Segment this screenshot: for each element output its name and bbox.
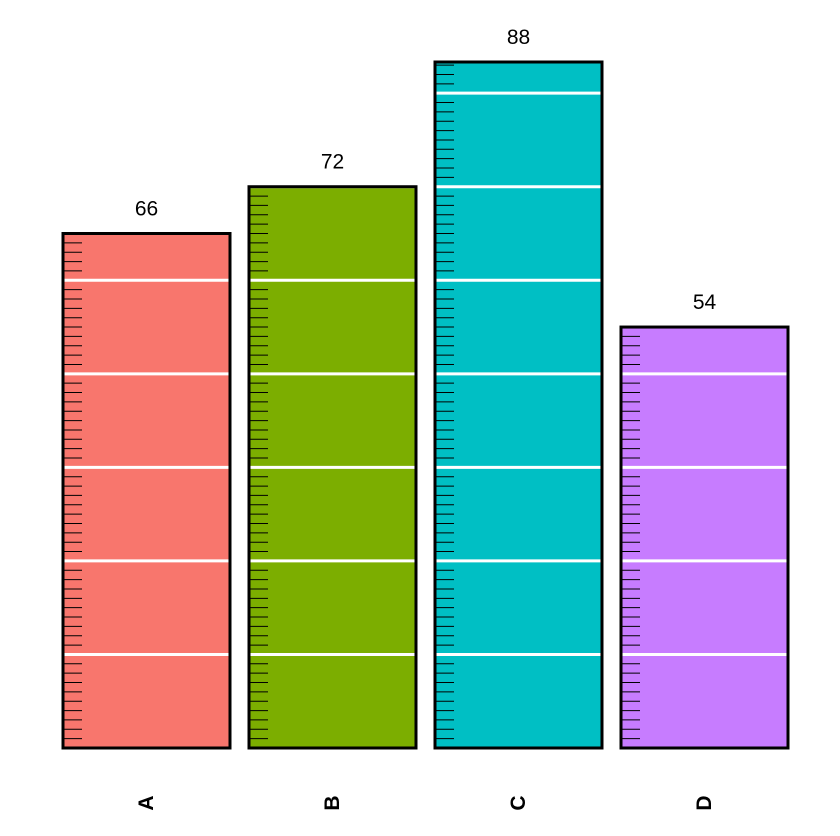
bar-c [435,62,602,748]
bar-tick-marks-c [436,64,454,740]
bar-a [63,233,230,748]
value-label-a: 66 [135,198,158,221]
value-label-c: 88 [507,26,530,49]
value-label-b: 72 [321,151,344,174]
value-label-d: 54 [693,291,717,314]
bars-layer [63,62,788,748]
category-labels-layer: A B C D [135,795,716,810]
category-label-d: D [693,795,716,810]
category-label-c: C [507,795,530,810]
value-labels-layer: 66 72 88 54 [135,26,717,314]
category-label-b: B [321,795,344,810]
bar-outline-d [619,325,790,750]
bar-d [621,327,788,748]
bar-tick-marks-d [622,335,640,740]
bar-outline-b [247,185,418,750]
bar-outlines-layer [61,60,790,750]
category-label-a: A [135,795,158,810]
bar-outline-c [433,60,604,750]
bar-outline-a [61,232,232,750]
gridlines-layer [63,91,789,656]
